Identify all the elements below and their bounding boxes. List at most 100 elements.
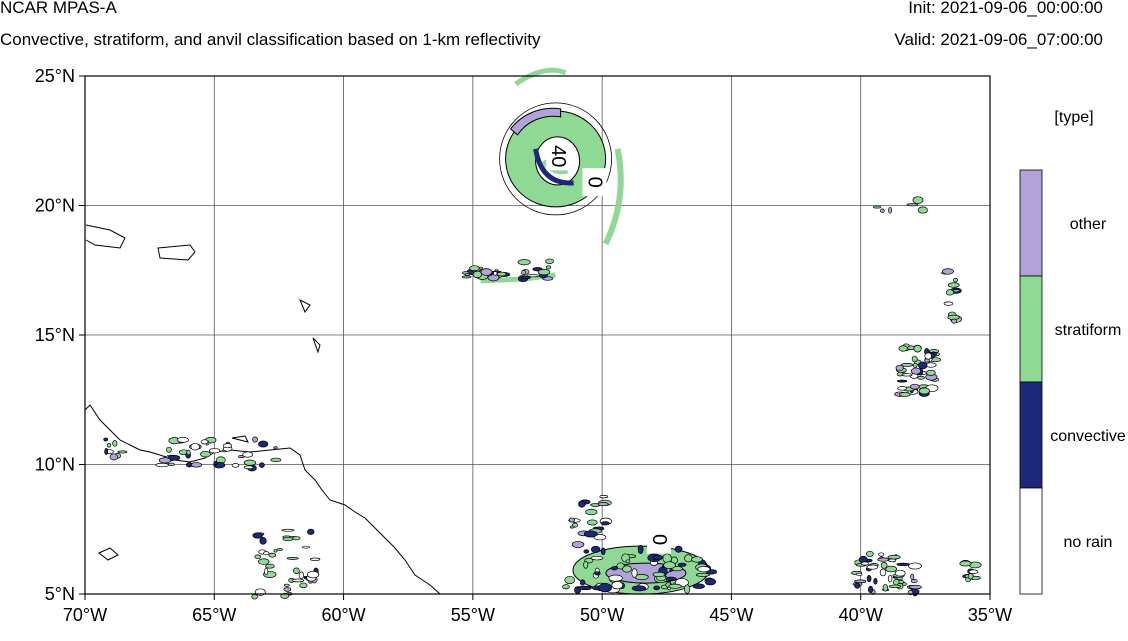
- x-tick-label: 45°W: [709, 605, 753, 625]
- echo-cell: [562, 584, 570, 590]
- echo-cell: [583, 549, 590, 554]
- echo-cell: [704, 578, 716, 586]
- y-tick-label: 25°N: [35, 66, 75, 86]
- echo-cell: [854, 582, 861, 589]
- echo-cell: [910, 573, 915, 581]
- island: [157, 244, 196, 261]
- island: [85, 224, 126, 249]
- echo-cell: [243, 465, 254, 470]
- echo-cell: [268, 552, 277, 558]
- echo-cell: [888, 584, 902, 589]
- echo-cell: [309, 557, 321, 561]
- echo-cell: [569, 525, 575, 529]
- contour-label-bg: [582, 168, 607, 197]
- echo-cell: [590, 555, 604, 561]
- island: [312, 337, 321, 354]
- x-tick-label: 50°W: [580, 605, 624, 625]
- echo-cell: [168, 462, 175, 467]
- contour-label-bg: [647, 525, 672, 554]
- y-tick-label: 15°N: [35, 325, 75, 345]
- precipitation-classification: [103, 67, 982, 600]
- echo-cell: [652, 571, 666, 578]
- figure-title: NCAR MPAS-A: [0, 0, 117, 17]
- echo-cell: [597, 502, 609, 507]
- echo-cell: [264, 567, 269, 576]
- echo-cell: [568, 517, 576, 523]
- echo-cell: [943, 301, 954, 306]
- echo-cell: [252, 532, 263, 539]
- hurricane-inner-band: [541, 159, 569, 175]
- echo-cell: [631, 568, 638, 578]
- echo-cell: [611, 581, 624, 590]
- echo-cell: [888, 206, 893, 214]
- echo-cell: [213, 461, 218, 465]
- echo-cell: [945, 289, 955, 296]
- echo-cell: [583, 560, 589, 569]
- map-plot-area: 40 0 0: [84, 67, 991, 600]
- echo-cell: [273, 446, 278, 450]
- echo-cell: [652, 554, 664, 561]
- echo-cell: [587, 519, 598, 526]
- axis-ticks: 70°W 65°W 60°W 55°W 50°W 45°W 40°W 35°W 5°N 10°N 1…: [35, 66, 1012, 625]
- echo-cell: [537, 268, 551, 276]
- island: [98, 547, 119, 561]
- echo-cell: [158, 457, 171, 464]
- echo-cell: [571, 541, 585, 548]
- echo-cell: [906, 203, 919, 207]
- echo-cell: [306, 570, 320, 579]
- echo-cell: [896, 379, 908, 383]
- echo-cell: [590, 545, 601, 553]
- x-tick-label: 70°W: [63, 605, 107, 625]
- x-tick-label: 35°W: [968, 605, 1012, 625]
- echo-cell: [631, 585, 647, 592]
- echo-cell: [924, 352, 932, 360]
- echo-cell: [258, 558, 270, 565]
- echo-cell: [600, 547, 606, 555]
- legend-swatch-no-rain: [1019, 487, 1043, 595]
- echo-cell: [868, 585, 874, 594]
- legend-swatch-convective: [1019, 381, 1043, 489]
- echo-cell: [545, 258, 554, 264]
- coastline: [84, 224, 441, 595]
- echo-cell: [281, 528, 295, 532]
- echo-cell: [902, 582, 907, 586]
- echo-cell: [521, 269, 527, 275]
- echo-cell: [252, 436, 258, 443]
- echo-cell: [254, 554, 262, 560]
- echo-cell: [307, 528, 315, 535]
- echo-cell: [878, 552, 885, 557]
- echo-cell: [277, 548, 283, 551]
- echo-cell: [908, 562, 922, 570]
- echo-cell: [577, 585, 592, 590]
- echo-cell: [517, 259, 531, 266]
- echo-cell: [877, 557, 890, 562]
- echo-cell: [897, 386, 907, 391]
- hurricane-eyewall-convective: [533, 148, 574, 186]
- echo-cell: [583, 530, 598, 538]
- contour-label: 0: [583, 177, 605, 188]
- echo-cell: [909, 383, 920, 390]
- echo-cell: [663, 561, 676, 570]
- echo-cell: [665, 576, 677, 582]
- spiral-band-north: [514, 67, 567, 86]
- echo-cell: [677, 562, 687, 567]
- echo-cell: [593, 534, 607, 541]
- echo-cell: [472, 270, 483, 279]
- echo-cell: [900, 363, 914, 367]
- echo-cell: [912, 196, 924, 204]
- echo-cell: [104, 448, 109, 455]
- echo-cell: [283, 583, 290, 587]
- echo-cell: [299, 582, 308, 589]
- echo-cell: [911, 355, 918, 363]
- echo-cell: [692, 583, 705, 589]
- echo-cell: [109, 453, 118, 461]
- contour-label-bg: [546, 142, 571, 171]
- legend-label: convective: [1050, 428, 1126, 445]
- echo-cell: [855, 572, 863, 576]
- echo-cell: [953, 277, 959, 283]
- echo-cell: [695, 572, 710, 577]
- echo-cell: [265, 563, 275, 569]
- echo-cell: [259, 536, 267, 545]
- echo-cell: [898, 392, 911, 397]
- echo-cell: [908, 584, 922, 590]
